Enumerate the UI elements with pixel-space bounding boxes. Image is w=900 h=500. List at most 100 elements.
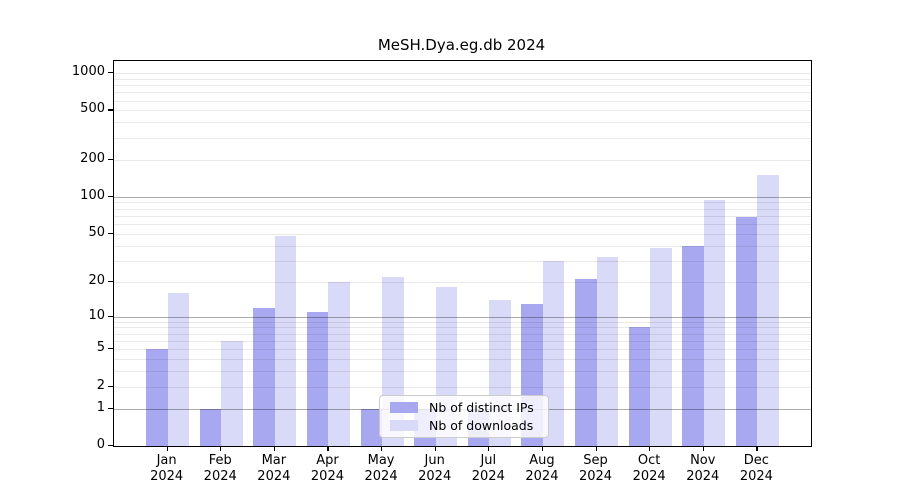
bar-may-distinct-ips [360,408,383,446]
x-axis-tick-mark [595,446,597,451]
gridline-y-100 [114,196,811,198]
x-axis-tick-label-jan: Jan 2024 [150,453,184,484]
legend-row-downloads: Nb of downloads [390,418,540,433]
gridline-y-90 [114,202,811,204]
y-axis-tick-mark [108,348,113,350]
legend-swatch-distinct-ips [390,402,418,414]
y-axis-tick-label: 1 [96,399,105,415]
x-axis-tick-mark [488,446,490,451]
x-axis-tick-label-oct: Oct 2024 [632,453,666,484]
gridline-y-20 [114,281,811,283]
y-axis-tick-label: 10 [88,307,105,323]
gridline-y-400 [114,122,811,124]
x-axis-tick-mark [434,446,436,451]
gridline-y-6 [114,340,811,342]
y-axis-tick-mark [108,385,113,387]
bar-mar-downloads [274,235,297,446]
plot-area: Nb of distinct IPs Nb of downloads [113,60,812,447]
x-axis-tick-label-jul: Jul 2024 [471,453,505,484]
gridline-y-10 [114,316,811,318]
x-axis-tick-mark [273,446,276,451]
gridline-y-30 [114,260,811,262]
gridline-y-4 [114,359,811,361]
y-axis-tick-mark [108,445,113,447]
x-axis-tick-label-nov: Nov 2024 [686,453,720,484]
y-axis-tick-label: 100 [80,187,105,203]
y-axis-tick-label: 1000 [71,64,105,80]
y-axis-tick-mark [108,407,113,409]
bar-feb-downloads [221,340,243,446]
x-axis-tick-mark [327,446,329,451]
y-axis-tick-label: 500 [80,101,105,117]
y-axis-tick-label: 200 [80,150,105,166]
legend-label-distinct-ips: Nb of distinct IPs [429,400,534,416]
legend: Nb of distinct IPs Nb of downloads [379,395,549,438]
y-axis-tick-label: 0 [96,437,105,452]
bar-jan-distinct-ips [146,349,168,446]
x-axis-tick-mark [166,446,168,451]
gridline-y-5 [114,349,811,351]
gridline-y-40 [114,245,811,247]
bar-oct-distinct-ips [628,327,651,446]
legend-label-downloads: Nb of downloads [429,417,534,433]
gridline-y-600 [114,100,811,102]
y-axis-tick-mark [108,280,113,282]
bar-dec-downloads [757,175,779,446]
bar-jan-downloads [167,293,190,446]
y-axis-tick-mark [108,195,113,198]
bar-nov-downloads [703,199,726,446]
y-axis-tick-mark [108,232,113,234]
y-axis-tick-label: 50 [88,224,105,240]
gridline-y-80 [114,208,811,210]
y-axis-tick-label: 2 [96,377,105,393]
x-axis-tick-label-apr: Apr 2024 [310,453,344,484]
gridline-y-60 [114,224,811,226]
legend-row-distinct-ips: Nb of distinct IPs [390,400,540,415]
y-axis-tick-mark [108,315,113,317]
gridline-y-200 [114,159,811,161]
y-axis-tick-labels: 0 1 2 5 10 20 50 100 200 500 1000 [0,60,105,452]
gridline-y-7 [114,333,811,335]
x-axis-tick-label-sep: Sep 2024 [578,453,613,484]
x-axis-tick-label-feb: Feb 2024 [203,453,237,484]
y-axis-tick-label: 20 [88,272,105,288]
bar-apr-downloads [328,281,350,446]
x-axis-tick-mark [756,446,758,451]
gridline-y-50 [114,233,811,235]
bar-feb-distinct-ips [199,408,222,446]
y-axis-tick-mark [108,158,113,160]
x-axis-tick-mark [220,446,222,451]
bar-sep-distinct-ips [575,279,597,446]
gridline-y-70 [114,215,811,217]
gridline-y-2 [114,386,811,388]
gridline-y-700 [114,92,811,94]
gridline-y-1000 [114,73,811,75]
x-axis-tick-label-aug: Aug 2024 [525,453,559,484]
bar-oct-downloads [650,248,672,446]
bar-dec-distinct-ips [735,217,758,446]
gridline-y-8 [114,327,811,329]
x-axis-tick-mark [702,446,704,451]
y-axis-tick-mark [108,109,113,111]
gridline-y-900 [114,78,811,80]
chart-title: MeSH.Dya.eg.db 2024 [377,36,546,54]
bar-mar-distinct-ips [253,307,275,446]
x-axis-tick-mark [381,446,383,451]
gridline-y-500 [114,110,811,112]
x-axis-tick-label-dec: Dec 2024 [739,453,773,484]
y-axis-tick-mark [108,72,113,74]
bar-sep-downloads [596,257,619,446]
bar-apr-distinct-ips [306,311,329,446]
x-axis-tick-mark [541,446,544,451]
gridline-y-3 [114,371,811,373]
x-axis-tick-label-jun: Jun 2024 [418,453,452,484]
legend-swatch-downloads [390,419,418,431]
gridline-y-9 [114,321,811,323]
x-axis-tick-label-may: May 2024 [364,453,398,484]
x-axis-tick-label-mar: Mar 2024 [257,453,291,484]
gridline-y-300 [114,137,811,139]
x-axis-tick-mark [649,446,651,451]
bar-nov-distinct-ips [682,245,704,446]
gridline-y-800 [114,85,811,87]
